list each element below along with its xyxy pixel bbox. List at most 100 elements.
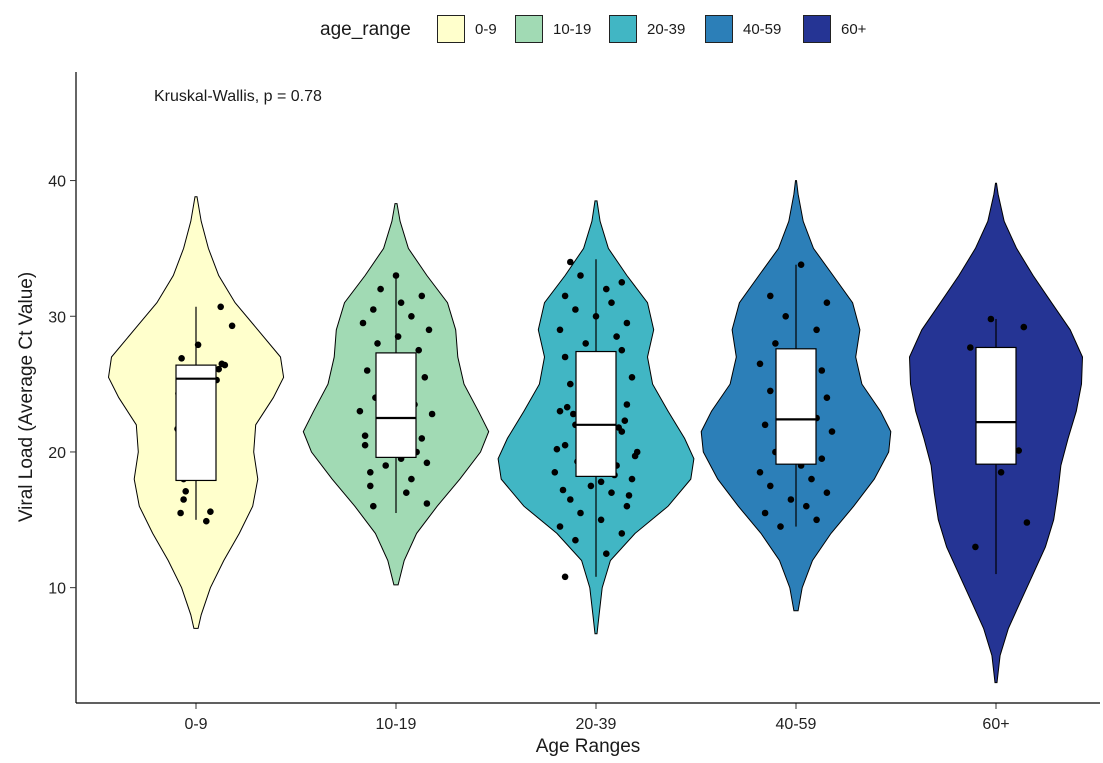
point-40-59 xyxy=(803,502,810,510)
point-40-59 xyxy=(797,261,805,269)
point-60+ xyxy=(1020,323,1028,331)
point-0-9 xyxy=(177,509,184,517)
point-10-19 xyxy=(408,313,415,320)
point-20-39 xyxy=(623,401,631,408)
point-0-9 xyxy=(228,322,236,330)
point-20-39 xyxy=(603,550,610,557)
point-20-39 xyxy=(561,573,569,581)
point-10-19 xyxy=(363,367,371,374)
point-20-39 xyxy=(587,482,595,490)
point-0-9 xyxy=(218,360,226,368)
point-40-59 xyxy=(813,326,820,334)
point-20-39 xyxy=(561,353,569,361)
x-axis-title: Age Ranges xyxy=(535,736,641,757)
point-0-9 xyxy=(217,303,224,311)
x-tick-label-40-59: 40-59 xyxy=(776,716,817,733)
point-10-19 xyxy=(367,469,374,476)
point-10-19 xyxy=(356,407,364,415)
y-axis-title: Viral Load (Average Ct Value) xyxy=(16,271,37,523)
point-10-19 xyxy=(408,475,415,483)
x-tick-label-10-19: 10-19 xyxy=(376,716,417,733)
point-60+ xyxy=(1023,519,1031,526)
point-20-39 xyxy=(559,486,567,494)
point-0-9 xyxy=(182,488,189,495)
point-20-39 xyxy=(563,403,571,411)
point-40-59 xyxy=(772,340,779,347)
point-20-39 xyxy=(597,478,605,486)
point-20-39 xyxy=(556,407,564,415)
point-40-59 xyxy=(767,387,774,395)
point-20-39 xyxy=(623,502,631,510)
legend-label-60plus: 60+ xyxy=(841,21,867,38)
point-40-59 xyxy=(761,421,769,429)
point-40-59 xyxy=(756,360,764,368)
point-20-39 xyxy=(628,475,636,483)
box-20-39 xyxy=(575,350,617,477)
point-10-19 xyxy=(361,432,369,440)
point-40-59 xyxy=(777,523,784,530)
point-20-39 xyxy=(561,292,569,300)
point-0-9 xyxy=(207,508,214,515)
point-40-59 xyxy=(808,475,815,483)
point-40-59 xyxy=(823,394,831,402)
point-10-19 xyxy=(374,340,381,347)
point-20-39 xyxy=(608,489,615,497)
point-40-59 xyxy=(767,292,774,300)
point-20-39 xyxy=(621,417,629,425)
point-40-59 xyxy=(828,428,836,435)
point-20-39 xyxy=(551,469,559,476)
legend-key-40-59 xyxy=(705,15,733,43)
point-20-39 xyxy=(597,516,605,524)
point-40-59 xyxy=(787,496,795,503)
point-10-19 xyxy=(397,299,405,307)
point-20-39 xyxy=(582,340,589,347)
point-20-39 xyxy=(618,279,626,286)
point-60+ xyxy=(997,469,1005,476)
point-40-59 xyxy=(818,367,826,374)
legend-label-20-39: 20-39 xyxy=(647,21,686,38)
legend-label-10-19: 10-19 xyxy=(553,21,592,38)
point-0-9 xyxy=(203,517,210,525)
box-0-9 xyxy=(175,364,217,482)
legend-key-20-39 xyxy=(609,15,637,43)
point-60+ xyxy=(972,543,979,551)
point-20-39 xyxy=(623,319,631,327)
boxplot-layer xyxy=(175,259,1017,577)
point-40-59 xyxy=(756,469,764,476)
point-20-39 xyxy=(572,306,579,313)
point-10-19 xyxy=(382,462,390,469)
point-20-39 xyxy=(615,424,622,431)
point-10-19 xyxy=(421,374,429,381)
point-20-39 xyxy=(556,523,564,530)
legend-key-60plus xyxy=(803,15,831,43)
legend-title: age_range xyxy=(320,19,411,40)
point-10-19 xyxy=(377,285,384,293)
point-20-39 xyxy=(631,452,639,460)
point-20-39 xyxy=(570,410,577,418)
x-tick-label-60+: 60+ xyxy=(982,716,1009,733)
point-0-9 xyxy=(215,365,222,373)
legend: age_range 0-9 10-19 20-39 40-59 60+ xyxy=(0,14,1103,48)
point-60+ xyxy=(987,315,995,323)
point-10-19 xyxy=(361,441,369,449)
point-0-9 xyxy=(180,496,187,503)
point-10-19 xyxy=(392,272,400,279)
point-20-39 xyxy=(603,285,610,293)
point-20-39 xyxy=(567,258,574,266)
point-40-59 xyxy=(767,482,774,490)
point-40-59 xyxy=(818,455,826,463)
point-20-39 xyxy=(567,380,574,388)
y-tick-label: 10 xyxy=(48,581,66,598)
point-60+ xyxy=(1015,447,1022,454)
point-20-39 xyxy=(628,374,636,381)
point-20-39 xyxy=(625,492,633,499)
point-40-59 xyxy=(823,489,831,497)
point-10-19 xyxy=(423,500,431,507)
point-0-9 xyxy=(178,355,185,362)
y-tick-label: 20 xyxy=(48,445,66,462)
point-40-59 xyxy=(782,313,789,320)
point-10-19 xyxy=(418,435,426,442)
x-tick-label-0-9: 0-9 xyxy=(184,716,207,733)
point-10-19 xyxy=(359,319,367,327)
point-10-19 xyxy=(418,292,426,300)
